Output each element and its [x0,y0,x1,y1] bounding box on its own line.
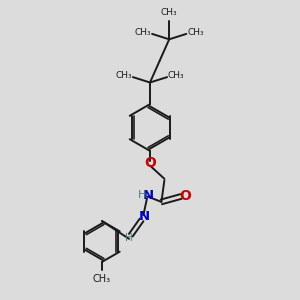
Text: O: O [144,156,156,170]
Text: H: H [137,190,146,200]
Text: CH₃: CH₃ [93,274,111,284]
Text: CH₃: CH₃ [135,28,151,37]
Text: H: H [125,233,133,243]
Text: CH₃: CH₃ [116,71,132,80]
Text: N: N [138,210,150,223]
Text: CH₃: CH₃ [161,8,178,17]
Text: O: O [179,190,191,203]
Text: CH₃: CH₃ [187,28,204,37]
Text: CH₃: CH₃ [168,71,184,80]
Text: N: N [143,189,154,202]
